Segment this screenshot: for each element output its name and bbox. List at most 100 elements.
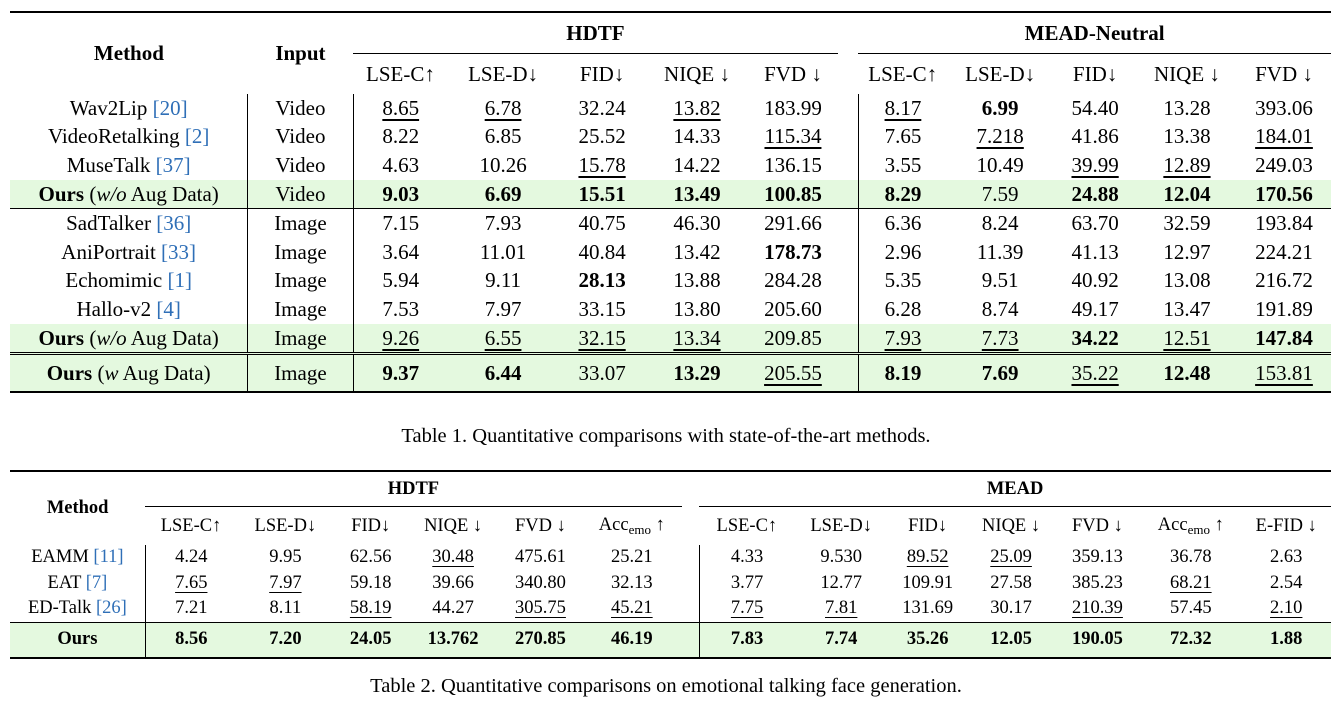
- citation-link[interactable]: [26]: [96, 598, 127, 619]
- t2-value: 270.85: [498, 621, 583, 658]
- citation-link[interactable]: [2]: [184, 124, 210, 149]
- t1-value: 54.40: [1071, 95, 1119, 120]
- t1-value: 8.17: [884, 95, 922, 120]
- t1-value: 13.88: [673, 268, 721, 293]
- t2-metric: FVD ↓: [1072, 515, 1123, 536]
- t1-method-name: Ours (w/o Aug Data): [10, 323, 249, 354]
- t2-value: 24.05: [334, 621, 408, 658]
- t2-metric-acc: Accemo ↑: [598, 514, 665, 537]
- t1-input: Video: [247, 179, 354, 209]
- t1-input: Image: [247, 266, 354, 296]
- t1-value: 7.73: [947, 323, 1054, 354]
- t2-value: 30.17: [990, 598, 1032, 619]
- t1-value: 13.47: [1163, 296, 1211, 321]
- t1-value: 8.74: [981, 296, 1019, 321]
- t1-method-name: Echomimic [1]: [10, 266, 249, 296]
- t2-value: 190.05: [1054, 621, 1141, 658]
- t1-value: 12.89: [1163, 152, 1211, 177]
- t1-input: Image: [247, 237, 354, 267]
- t1-method-name: VideoRetalking [2]: [10, 122, 249, 152]
- citation-link[interactable]: [4]: [156, 296, 181, 321]
- t1-value: 14.33: [673, 124, 721, 149]
- t2-value: 7.74: [794, 621, 888, 658]
- t2-value: 44.27: [432, 598, 474, 619]
- citation-link[interactable]: [20]: [152, 95, 188, 120]
- t1-method-variant: (w/o Aug Data): [89, 181, 219, 206]
- t1-row: Ours (w Aug Data) Image 9.37 6.44 33.07 13.29…: [10, 352, 1331, 393]
- t2-value: 25.21: [611, 547, 653, 568]
- t2-value: 7.97: [269, 572, 302, 593]
- t1-row: Hallo-v2 [4] Image 7.53 7.97 33.15 13.80 205.6…: [10, 295, 1331, 324]
- t1-value: 4.63: [382, 152, 420, 177]
- t2-value: 305.75: [515, 598, 566, 619]
- t1-value: 24.88: [1053, 179, 1137, 209]
- t2-value: 9.530: [820, 547, 863, 568]
- table2: Method HDTF MEAD LSE-C↑ LSE-D↓ FID↓ NIQE…: [10, 470, 1331, 659]
- t1-value: 32.15: [558, 323, 646, 354]
- t1-value: 10.26: [479, 152, 527, 177]
- t1-value: 6.85: [484, 124, 522, 149]
- t1-value: 13.38: [1163, 124, 1211, 149]
- t1-value: 5.35: [884, 268, 922, 293]
- t1-value: 13.08: [1163, 268, 1211, 293]
- citation-link[interactable]: [36]: [156, 211, 192, 236]
- t1-value: 147.84: [1236, 323, 1331, 354]
- citation-link[interactable]: [1]: [167, 268, 192, 293]
- t1-value: 46.30: [645, 208, 749, 238]
- t1-value: 40.92: [1071, 268, 1119, 293]
- t2-value: 13.762: [407, 621, 499, 658]
- t1-method-name: SadTalker [36]: [10, 208, 249, 238]
- t2-value: 7.75: [730, 598, 764, 619]
- t1-value: 184.01: [1255, 124, 1313, 149]
- t1-method-name: Ours (w/o Aug Data): [10, 179, 249, 209]
- t2-value: 2.10: [1270, 598, 1303, 619]
- t2-value: 62.56: [349, 547, 392, 568]
- t1-value: 8.19: [858, 352, 948, 393]
- t1-value: 7.59: [947, 179, 1054, 209]
- t1-value: 216.72: [1255, 268, 1313, 293]
- t2-value: 25.09: [990, 547, 1032, 568]
- t1-value: 284.28: [764, 268, 822, 293]
- t1-metric: FID↓: [1072, 61, 1118, 86]
- t1-value: 100.85: [748, 179, 838, 209]
- citation-link[interactable]: [7]: [85, 572, 108, 593]
- t1-value: 12.04: [1136, 179, 1237, 209]
- t2-value: 9.95: [269, 547, 302, 568]
- t1-method-name: MuseTalk [37]: [10, 151, 249, 180]
- t1-row: SadTalker [36] Image 7.15 7.93 40.75 46.30 291…: [10, 208, 1331, 238]
- t2-value: 131.69: [902, 598, 954, 619]
- t1-value: 12.48: [1136, 352, 1237, 393]
- t2-method-name: ED-Talk [26]: [10, 596, 146, 622]
- t1-row: AniPortrait [33] Image 3.64 11.01 40.84 13.42…: [10, 237, 1331, 267]
- t1-method-name: AniPortrait [33]: [10, 237, 249, 267]
- t1-value: 25.52: [578, 124, 626, 149]
- t1-value: 9.11: [485, 268, 522, 293]
- t1-value: 115.34: [764, 124, 822, 149]
- t2-row: ED-Talk [26] 7.21 8.11 58.19 44.27 305.75 45.2…: [10, 596, 1331, 622]
- citation-link[interactable]: [37]: [155, 152, 191, 177]
- t1-method-variant: (w Aug Data): [97, 360, 211, 385]
- t2-value: 45.21: [611, 598, 653, 619]
- t1-input: Video: [247, 151, 354, 180]
- table1: Method Input HDTF MEAD-Neutral LSE-C↑ LS…: [10, 11, 1331, 394]
- t2-value: 8.11: [269, 598, 302, 619]
- t1-value: 7.69: [947, 352, 1054, 393]
- citation-link[interactable]: [11]: [93, 547, 124, 568]
- t2-method-name: Ours: [10, 621, 146, 658]
- t1-row: Echomimic [1] Image 5.94 9.11 28.13 13.88 284.…: [10, 266, 1331, 296]
- t1-value: 49.17: [1071, 296, 1119, 321]
- t1-value: 14.22: [673, 152, 721, 177]
- t1-value: 8.24: [947, 208, 1054, 238]
- citation-link[interactable]: [33]: [161, 239, 197, 264]
- t2-value: 7.81: [825, 598, 858, 619]
- t1-metric: LSE-C↑: [868, 61, 938, 86]
- t2-value: 4.24: [175, 547, 208, 568]
- t1-method-name: Wav2Lip [20]: [10, 94, 249, 123]
- t1-value: 8.65: [382, 95, 420, 120]
- t2-value: 7.83: [699, 621, 795, 658]
- t2-value: 72.32: [1140, 621, 1242, 658]
- t2-metric-acc: Accemo ↑: [1157, 514, 1224, 537]
- t1-metric: FID↓: [579, 61, 625, 86]
- t1-value: 40.84: [578, 239, 626, 264]
- t1-value: 9.37: [353, 352, 448, 393]
